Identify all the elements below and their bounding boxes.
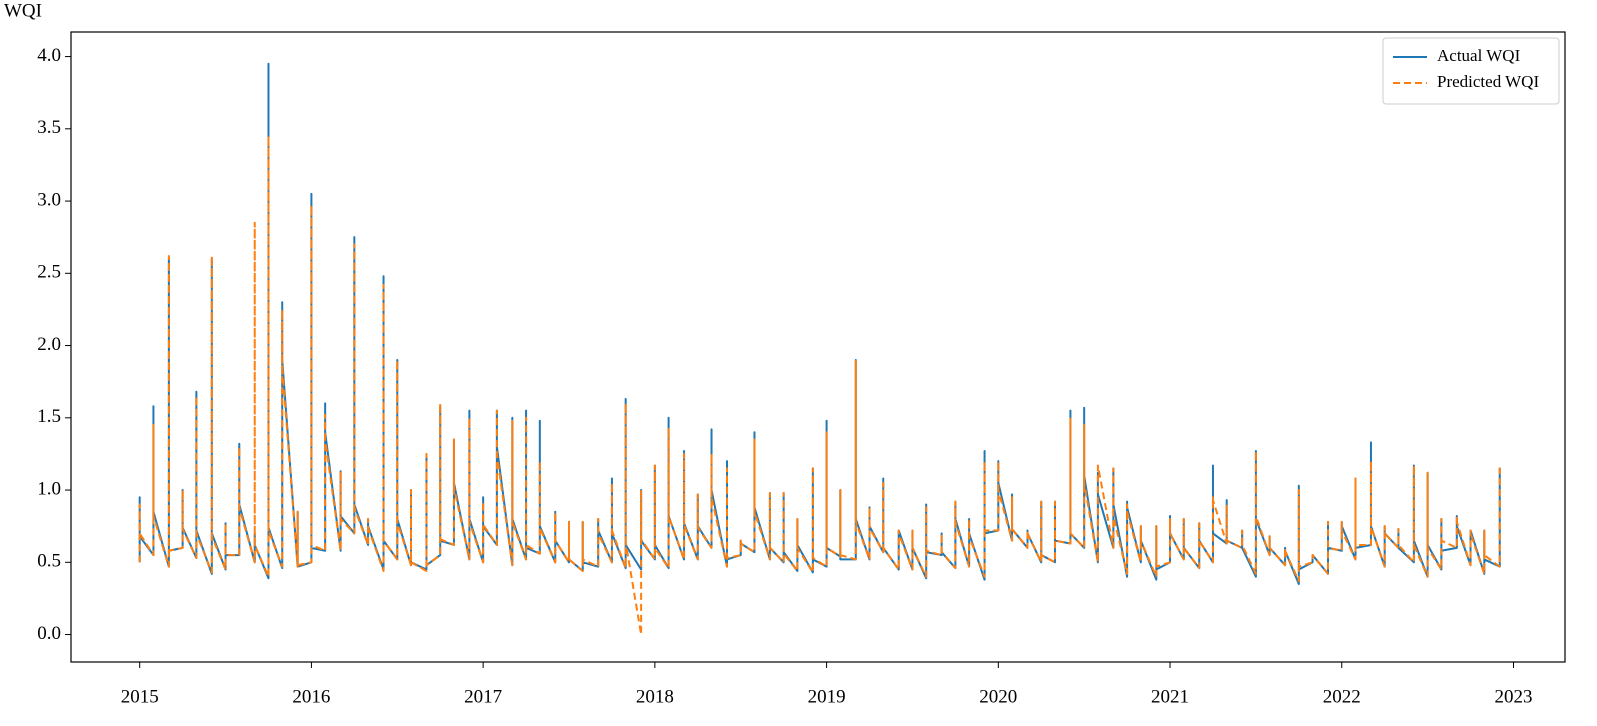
x-tick-label: 2021 bbox=[1151, 686, 1189, 707]
x-tick-label: 2018 bbox=[636, 686, 674, 707]
y-tick-label: 2.5 bbox=[37, 262, 61, 283]
series-line bbox=[138, 135, 1501, 636]
y-tick-label: 3.0 bbox=[37, 189, 61, 210]
y-tick-label: 4.0 bbox=[37, 45, 61, 66]
y-tick-label: 1.0 bbox=[37, 478, 61, 499]
legend-label: Predicted WQI bbox=[1437, 72, 1539, 91]
legend-box bbox=[1382, 37, 1560, 105]
x-tick-label: 2016 bbox=[292, 686, 330, 707]
plot-frame bbox=[70, 31, 1566, 663]
y-tick-label: 0.0 bbox=[37, 623, 61, 644]
x-tick-label: 2015 bbox=[121, 686, 159, 707]
y-tick-label: 1.5 bbox=[37, 406, 61, 427]
y-tick-label: 0.5 bbox=[37, 551, 61, 572]
y-tick-label: 3.5 bbox=[37, 117, 61, 138]
legend-label: Actual WQI bbox=[1437, 46, 1521, 65]
y-tick-label: 2.0 bbox=[37, 334, 61, 355]
x-tick-label: 2023 bbox=[1494, 686, 1532, 707]
x-tick-label: 2022 bbox=[1323, 686, 1361, 707]
y-axis-label: WQI bbox=[4, 0, 42, 21]
x-tick-label: 2019 bbox=[808, 686, 846, 707]
x-tick-label: 2017 bbox=[464, 686, 502, 707]
series-line bbox=[138, 62, 1501, 585]
x-tick-label: 2020 bbox=[979, 686, 1017, 707]
